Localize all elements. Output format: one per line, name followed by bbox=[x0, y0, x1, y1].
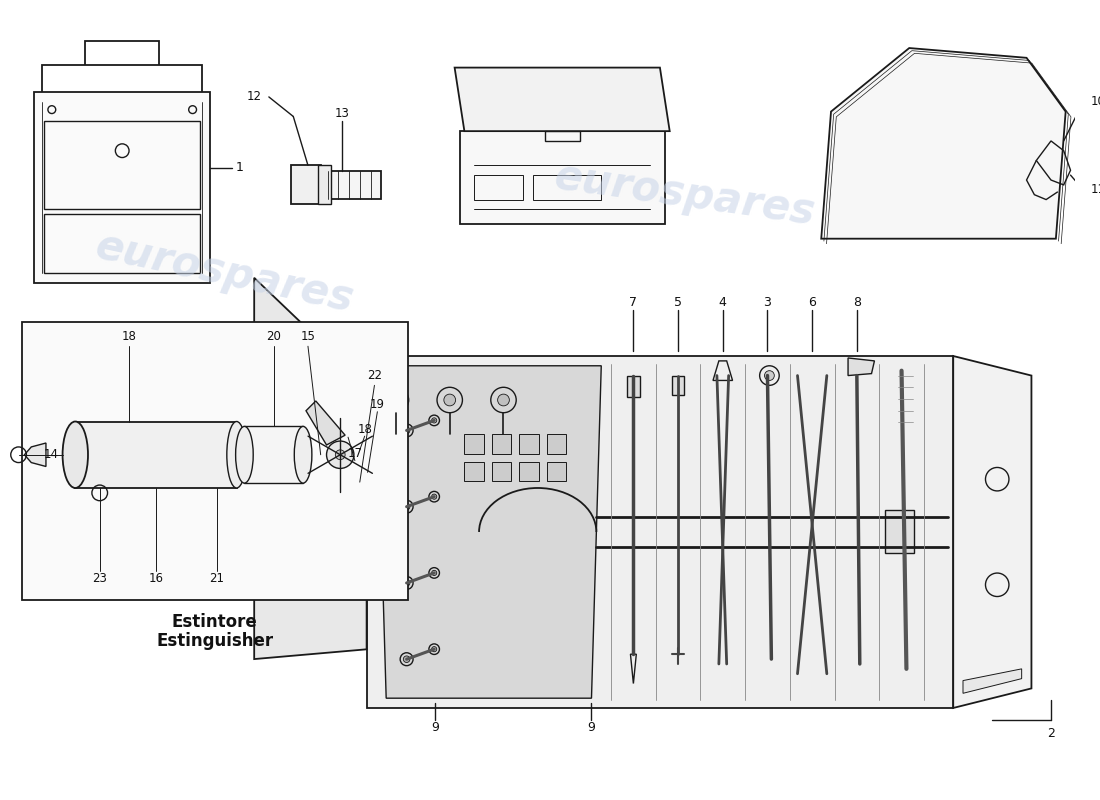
Circle shape bbox=[336, 450, 345, 460]
Text: 3: 3 bbox=[763, 296, 771, 309]
Text: 19: 19 bbox=[370, 398, 385, 411]
Bar bbox=[464, 462, 484, 481]
Bar bbox=[318, 166, 331, 205]
Circle shape bbox=[404, 427, 410, 434]
Text: 18: 18 bbox=[122, 330, 136, 343]
Bar bbox=[492, 434, 512, 454]
Bar bbox=[34, 92, 210, 282]
Bar bbox=[460, 131, 664, 224]
Circle shape bbox=[444, 394, 455, 406]
Bar bbox=[532, 175, 602, 199]
Text: 6: 6 bbox=[808, 296, 816, 309]
Text: 5: 5 bbox=[674, 296, 682, 309]
Circle shape bbox=[429, 415, 440, 426]
Ellipse shape bbox=[235, 426, 253, 483]
Polygon shape bbox=[848, 358, 874, 375]
Bar bbox=[672, 375, 684, 395]
Text: 16: 16 bbox=[148, 573, 164, 586]
Text: 1: 1 bbox=[235, 162, 243, 174]
Circle shape bbox=[429, 644, 440, 654]
Bar bbox=[627, 375, 640, 397]
Circle shape bbox=[431, 570, 437, 575]
Circle shape bbox=[404, 503, 410, 510]
Text: eurospares: eurospares bbox=[91, 225, 358, 321]
Circle shape bbox=[431, 494, 437, 499]
Circle shape bbox=[429, 568, 440, 578]
Text: 11: 11 bbox=[1091, 183, 1100, 196]
Text: 13: 13 bbox=[334, 107, 350, 120]
Bar bbox=[544, 131, 580, 141]
Polygon shape bbox=[954, 356, 1032, 708]
Polygon shape bbox=[962, 669, 1022, 694]
Polygon shape bbox=[376, 366, 602, 698]
Circle shape bbox=[404, 656, 410, 662]
Circle shape bbox=[404, 580, 410, 586]
Bar bbox=[464, 434, 484, 454]
Bar bbox=[44, 122, 200, 210]
Text: 10: 10 bbox=[1091, 95, 1100, 108]
Text: 22: 22 bbox=[367, 369, 382, 382]
Circle shape bbox=[431, 418, 437, 423]
Circle shape bbox=[390, 394, 402, 406]
Text: 17: 17 bbox=[348, 447, 362, 460]
Bar bbox=[492, 462, 512, 481]
Circle shape bbox=[400, 424, 414, 437]
Polygon shape bbox=[822, 48, 1066, 238]
Bar bbox=[547, 434, 567, 454]
Circle shape bbox=[400, 653, 414, 666]
Ellipse shape bbox=[63, 422, 88, 488]
Circle shape bbox=[431, 646, 437, 652]
Bar bbox=[292, 166, 321, 205]
Text: 4: 4 bbox=[718, 296, 727, 309]
Text: 8: 8 bbox=[852, 296, 861, 309]
Text: 20: 20 bbox=[266, 330, 282, 343]
Ellipse shape bbox=[227, 422, 246, 488]
Text: 9: 9 bbox=[587, 721, 595, 734]
Bar bbox=[44, 214, 200, 273]
Text: 23: 23 bbox=[92, 573, 107, 586]
Bar bbox=[318, 171, 382, 198]
Text: 15: 15 bbox=[300, 330, 316, 343]
Text: 18: 18 bbox=[358, 423, 372, 436]
Ellipse shape bbox=[295, 426, 312, 483]
Polygon shape bbox=[306, 401, 345, 445]
Polygon shape bbox=[454, 67, 670, 131]
Circle shape bbox=[400, 577, 414, 590]
Text: Estinguisher: Estinguisher bbox=[156, 633, 273, 650]
Polygon shape bbox=[366, 356, 954, 708]
Bar bbox=[547, 462, 567, 481]
Bar bbox=[474, 175, 524, 199]
Text: 12: 12 bbox=[248, 90, 262, 103]
Circle shape bbox=[327, 441, 354, 469]
Text: 7: 7 bbox=[629, 296, 637, 309]
Text: eurospares: eurospares bbox=[551, 155, 817, 234]
Bar bbox=[519, 434, 539, 454]
Polygon shape bbox=[254, 278, 366, 659]
Text: 21: 21 bbox=[209, 573, 224, 586]
Circle shape bbox=[400, 500, 414, 513]
Text: Estintore: Estintore bbox=[172, 613, 257, 631]
Bar bbox=[519, 462, 539, 481]
Text: 14: 14 bbox=[43, 448, 58, 462]
Circle shape bbox=[764, 370, 774, 381]
Text: 2: 2 bbox=[1047, 727, 1055, 740]
Polygon shape bbox=[24, 443, 46, 466]
Bar bbox=[884, 510, 914, 554]
Bar bbox=[22, 322, 408, 601]
Circle shape bbox=[429, 491, 440, 502]
Bar bbox=[244, 426, 304, 483]
Bar bbox=[75, 422, 236, 488]
Text: 9: 9 bbox=[431, 721, 439, 734]
Circle shape bbox=[497, 394, 509, 406]
